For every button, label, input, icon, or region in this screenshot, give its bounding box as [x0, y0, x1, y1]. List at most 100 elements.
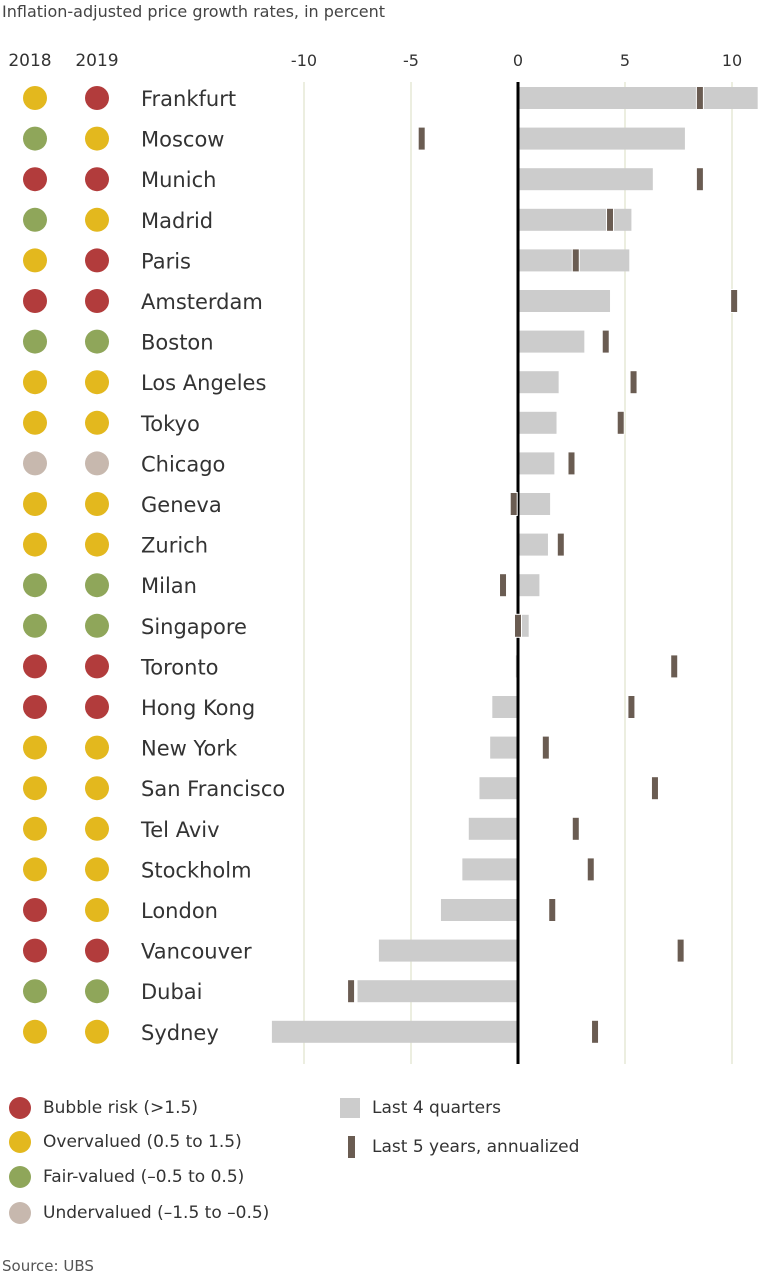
bar-last-4-quarters [518, 290, 611, 312]
rating-2018-dot [23, 1019, 47, 1044]
rating-2019-dot [85, 451, 109, 476]
year-2018-header: 2018 [8, 51, 51, 71]
rating-2018-dot [23, 857, 47, 882]
bar-last-4-quarters [518, 168, 653, 191]
rating-2019-dot [85, 776, 109, 801]
rating-2019-dot [85, 735, 109, 760]
mark-last-5-years [541, 735, 550, 760]
chart-area: 2018 2019 -10 -5 0 5 10 Frankfurt Moscow Munich Ma… [8, 51, 758, 1064]
rating-2019-dot [85, 532, 109, 557]
mark-last-5-years [670, 654, 679, 679]
bar-last-4-quarters [518, 574, 540, 597]
rating-2019-dot [85, 410, 109, 435]
mark-last-5-years [548, 898, 557, 922]
rating-2018-dot [23, 573, 47, 598]
mark-last-5-years [347, 979, 356, 1004]
legend-last-5-years: Last 5 years, annualized [340, 1136, 579, 1158]
category-label: Tel Aviv [140, 818, 220, 842]
bar-last-4-quarters [518, 127, 685, 150]
mark-last-5-years [514, 613, 522, 638]
chart-title: Inflation-adjusted price growth rates, i… [2, 2, 386, 21]
mark-last-5-years [417, 126, 426, 151]
mark-last-5-years [676, 938, 685, 963]
bar-last-4-quarters [518, 493, 551, 515]
bar-last-4-quarters [518, 614, 529, 637]
rating-2018-dot [23, 695, 47, 719]
category-label: London [141, 899, 218, 923]
category-label: New York [141, 737, 238, 761]
rating-2018-dot [23, 86, 47, 110]
rating-2018-dot [23, 451, 47, 476]
legend-overvalued-label: Overvalued (0.5 to 1.5) [43, 1132, 242, 1152]
category-label: Frankfurt [141, 87, 236, 111]
x-tick-label: -5 [403, 51, 419, 70]
rating-2018-dot [23, 248, 47, 273]
x-tick-label: 5 [620, 51, 630, 70]
bar-last-4-quarters [479, 777, 518, 800]
category-label: Sydney [141, 1021, 219, 1045]
bar-last-4-quarters [518, 452, 555, 475]
rating-2018-dot [23, 492, 47, 516]
category-label: Hong Kong [141, 696, 255, 720]
category-label: San Francisco [141, 777, 285, 801]
rating-2019-dot [85, 207, 109, 232]
rating-2019-dot [85, 573, 109, 598]
rating-2018-dot [23, 370, 47, 395]
rating-2018-dot [23, 329, 47, 354]
legend-overvalued: Overvalued (0.5 to 1.5) [9, 1131, 242, 1153]
bar-last-4-quarters [378, 939, 518, 962]
category-label: Los Angeles [141, 371, 266, 395]
category-label: Stockholm [141, 858, 252, 882]
bar-last-4-quarters [440, 899, 518, 921]
mark-last-5-years [556, 532, 565, 557]
rating-2018-dot [23, 816, 47, 841]
bar-last-4-quarters [490, 736, 518, 759]
rating-2018-dot [23, 410, 47, 435]
mark-last-5-years [571, 816, 580, 841]
mark-last-5-years [567, 451, 576, 476]
bar-last-4-quarters [271, 1020, 518, 1043]
rating-2018-dot [23, 938, 47, 963]
mark-last-5-years [591, 1019, 600, 1044]
category-label: Paris [141, 249, 191, 273]
bar-last-4-quarters [518, 533, 548, 556]
rating-2018-dot [23, 167, 47, 192]
mark-last-5-years [695, 167, 704, 192]
category-label: Geneva [141, 493, 222, 517]
rating-2018-dot [23, 898, 47, 922]
rating-2019-dot [85, 654, 109, 679]
bar-swatch-icon [340, 1098, 360, 1118]
mark-last-5-years [499, 573, 508, 598]
category-label: Singapore [141, 615, 247, 639]
legend-last-4-quarters-label: Last 4 quarters [372, 1098, 501, 1118]
bar-last-4-quarters [518, 371, 559, 394]
legend-bubble-label: Bubble risk (>1.5) [43, 1098, 198, 1118]
category-label: Amsterdam [141, 290, 263, 314]
bar-last-4-quarters [518, 87, 758, 109]
rating-2019-dot [85, 329, 109, 354]
bubble-dot-icon [9, 1097, 31, 1119]
rating-2019-dot [85, 86, 109, 110]
legend-fair-label: Fair-valued (–0.5 to 0.5) [43, 1167, 245, 1187]
mark-last-5-years [629, 370, 638, 395]
rating-2019-dot [85, 695, 109, 719]
category-label: Milan [141, 574, 197, 598]
mark-last-5-years [650, 776, 659, 801]
legend-undervalued-label: Undervalued (–1.5 to –0.5) [43, 1203, 270, 1223]
legend-bubble: Bubble risk (>1.5) [9, 1097, 198, 1119]
category-label: Dubai [141, 980, 203, 1004]
mark-last-5-years [616, 410, 625, 435]
mark-last-5-years [606, 207, 615, 232]
mark-last-5-years [601, 329, 610, 354]
bar-last-4-quarters [357, 980, 518, 1003]
rating-2018-dot [23, 613, 47, 638]
category-label: Boston [141, 331, 214, 355]
rating-2019-dot [85, 248, 109, 273]
fair-dot-icon [9, 1166, 31, 1188]
rating-2018-dot [23, 776, 47, 801]
category-label: Tokyo [140, 412, 200, 436]
x-tick-label: 0 [513, 51, 523, 70]
rating-2019-dot [85, 492, 109, 516]
x-tick-label: -10 [291, 51, 317, 70]
category-label: Zurich [141, 534, 208, 558]
